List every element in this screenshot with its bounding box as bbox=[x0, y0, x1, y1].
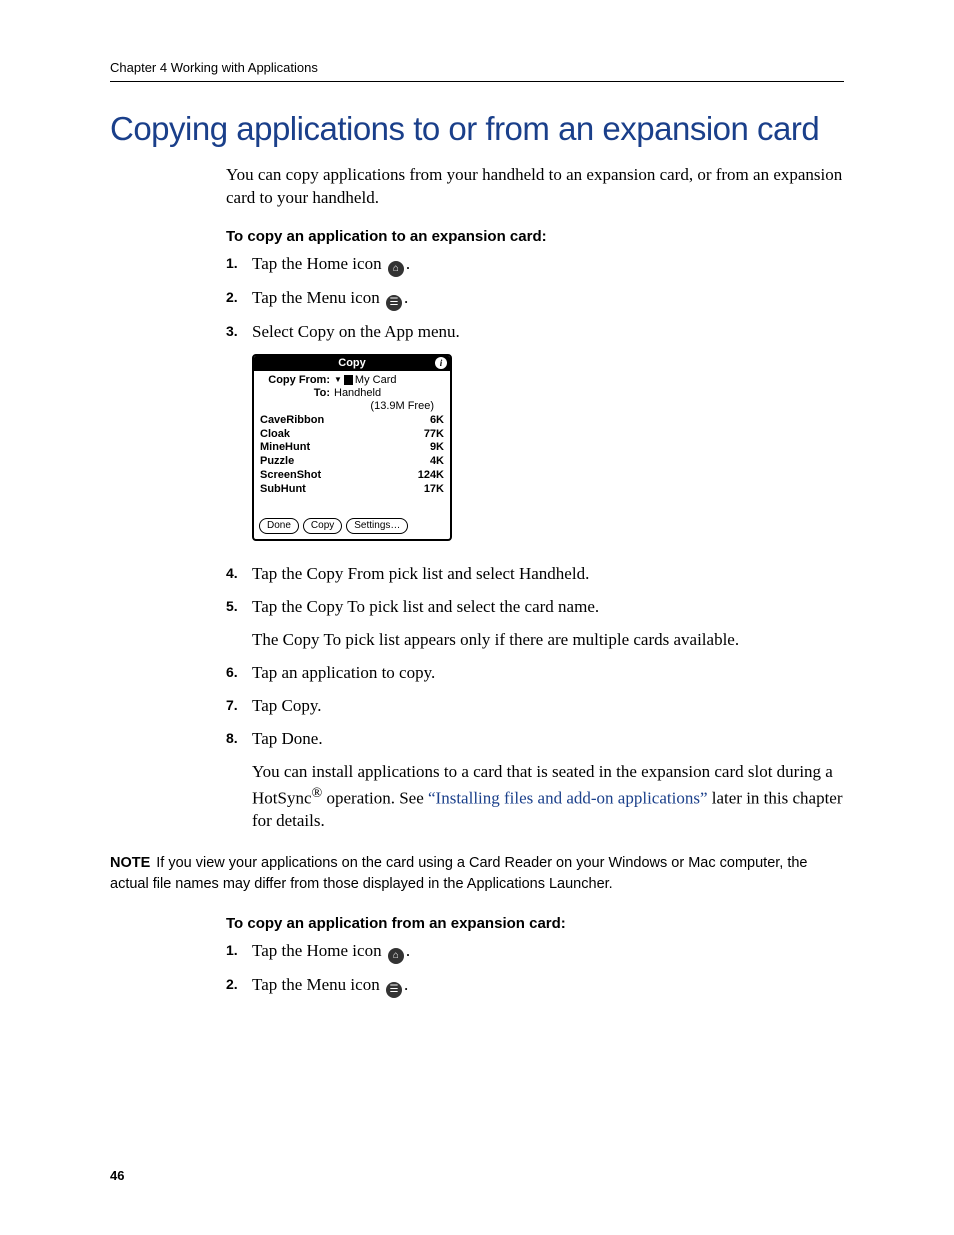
step-row: 1. Tap the Home icon ⌂. bbox=[226, 253, 844, 277]
copy-from-picklist[interactable]: ▼ My Card bbox=[334, 374, 444, 386]
copy-button[interactable]: Copy bbox=[303, 518, 342, 534]
app-row[interactable]: CaveRibbon 6K bbox=[260, 414, 444, 428]
app-name: CaveRibbon bbox=[260, 414, 324, 428]
note-label: NOTE bbox=[110, 855, 150, 871]
step-text-pre: Tap the Menu icon bbox=[252, 288, 384, 307]
note-block: NOTEIf you view your applications on the… bbox=[110, 853, 844, 895]
menu-icon: ☰ bbox=[386, 982, 402, 998]
step-row: 7. Tap Copy. bbox=[226, 695, 844, 718]
step-row: 6. Tap an application to copy. bbox=[226, 662, 844, 685]
subhead-to-card: To copy an application to an expansion c… bbox=[226, 228, 844, 245]
app-size: 6K bbox=[430, 414, 444, 428]
running-head: Chapter 4 Working with Applications bbox=[110, 60, 844, 82]
dialog-title-bar: Copy i bbox=[254, 356, 450, 371]
step-text: Tap Done. You can install applications t… bbox=[252, 728, 844, 833]
app-name: Puzzle bbox=[260, 455, 294, 469]
app-row[interactable]: MineHunt 9K bbox=[260, 441, 444, 455]
copy-to-value: Handheld bbox=[334, 387, 381, 399]
subhead-from-card: To copy an application from an expansion… bbox=[226, 915, 844, 932]
app-size: 17K bbox=[424, 483, 444, 497]
intro-paragraph: You can copy applications from your hand… bbox=[226, 164, 844, 210]
home-icon: ⌂ bbox=[388, 261, 404, 277]
step-row: 5. Tap the Copy To pick list and select … bbox=[226, 596, 844, 652]
app-name: Cloak bbox=[260, 428, 290, 442]
step-text: Tap Copy. bbox=[252, 695, 844, 718]
registered-mark: ® bbox=[312, 785, 323, 801]
step-text: Tap the Home icon ⌂. bbox=[252, 940, 844, 964]
app-name: SubHunt bbox=[260, 483, 306, 497]
step-text: Tap an application to copy. bbox=[252, 662, 844, 685]
step-text: Tap the Copy To pick list and select the… bbox=[252, 596, 844, 652]
step-text-pre: Tap the Home icon bbox=[252, 254, 386, 273]
copy-to-label: To: bbox=[260, 387, 334, 399]
step-text-main: Tap the Copy To pick list and select the… bbox=[252, 597, 599, 616]
app-size: 124K bbox=[418, 469, 444, 483]
app-row[interactable]: Puzzle 4K bbox=[260, 455, 444, 469]
step-text-pre: Tap the Menu icon bbox=[252, 975, 384, 994]
home-icon: ⌂ bbox=[388, 948, 404, 964]
step-number: 2. bbox=[226, 287, 252, 305]
menu-icon: ☰ bbox=[386, 295, 402, 311]
step-row: 8. Tap Done. You can install application… bbox=[226, 728, 844, 833]
copy-dialog: Copy i Copy From: ▼ My Card To: bbox=[252, 354, 452, 542]
step-text-post: . bbox=[404, 975, 408, 994]
step-text: Tap the Home icon ⌂. bbox=[252, 253, 844, 277]
chevron-down-icon: ▼ bbox=[334, 375, 342, 384]
step-text-extra: You can install applications to a card t… bbox=[252, 761, 844, 833]
step-text: Select Copy on the App menu. bbox=[252, 321, 844, 344]
app-name: MineHunt bbox=[260, 441, 310, 455]
step-number: 1. bbox=[226, 940, 252, 958]
cross-reference-link[interactable]: “Installing files and add-on application… bbox=[428, 789, 707, 808]
step-text-main: Tap Done. bbox=[252, 729, 323, 748]
step-row: 2. Tap the Menu icon ☰. bbox=[226, 974, 844, 998]
app-row[interactable]: ScreenShot 124K bbox=[260, 469, 444, 483]
step-number: 8. bbox=[226, 728, 252, 746]
step-row: 3. Select Copy on the App menu. bbox=[226, 321, 844, 344]
page-number: 46 bbox=[110, 1168, 124, 1183]
step-number: 6. bbox=[226, 662, 252, 680]
step-number: 1. bbox=[226, 253, 252, 271]
info-icon[interactable]: i bbox=[435, 357, 447, 369]
copy-from-value: My Card bbox=[355, 374, 397, 386]
card-icon bbox=[344, 375, 353, 385]
done-button[interactable]: Done bbox=[259, 518, 299, 534]
app-size: 77K bbox=[424, 428, 444, 442]
app-size: 9K bbox=[430, 441, 444, 455]
app-size: 4K bbox=[430, 455, 444, 469]
step-number: 5. bbox=[226, 596, 252, 614]
app-name: ScreenShot bbox=[260, 469, 321, 483]
step-row: 1. Tap the Home icon ⌂. bbox=[226, 940, 844, 964]
step-row: 4. Tap the Copy From pick list and selec… bbox=[226, 563, 844, 586]
step-text-post: . bbox=[404, 288, 408, 307]
step-text-post: . bbox=[406, 254, 410, 273]
step-text-post: . bbox=[406, 941, 410, 960]
app-row[interactable]: Cloak 77K bbox=[260, 428, 444, 442]
settings-button[interactable]: Settings… bbox=[346, 518, 408, 534]
step-text-pre: Tap the Home icon bbox=[252, 941, 386, 960]
step-number: 4. bbox=[226, 563, 252, 581]
step-text: Tap the Menu icon ☰. bbox=[252, 287, 844, 311]
step-text: Tap the Menu icon ☰. bbox=[252, 974, 844, 998]
step-text: Tap the Copy From pick list and select H… bbox=[252, 563, 844, 586]
copy-from-label: Copy From: bbox=[260, 374, 334, 386]
page-title: Copying applications to or from an expan… bbox=[110, 110, 844, 148]
step-row: 2. Tap the Menu icon ☰. bbox=[226, 287, 844, 311]
step-number: 7. bbox=[226, 695, 252, 713]
step-text-extra: The Copy To pick list appears only if th… bbox=[252, 629, 844, 652]
step-number: 2. bbox=[226, 974, 252, 992]
app-row[interactable]: SubHunt 17K bbox=[260, 483, 444, 497]
free-space: (13.9M Free) bbox=[260, 400, 444, 412]
step-number: 3. bbox=[226, 321, 252, 339]
dialog-title: Copy bbox=[338, 357, 366, 369]
copy-to-picklist[interactable]: Handheld bbox=[334, 387, 444, 399]
extra-mid: operation. See bbox=[322, 789, 428, 808]
note-text: If you view your applications on the car… bbox=[110, 855, 808, 892]
